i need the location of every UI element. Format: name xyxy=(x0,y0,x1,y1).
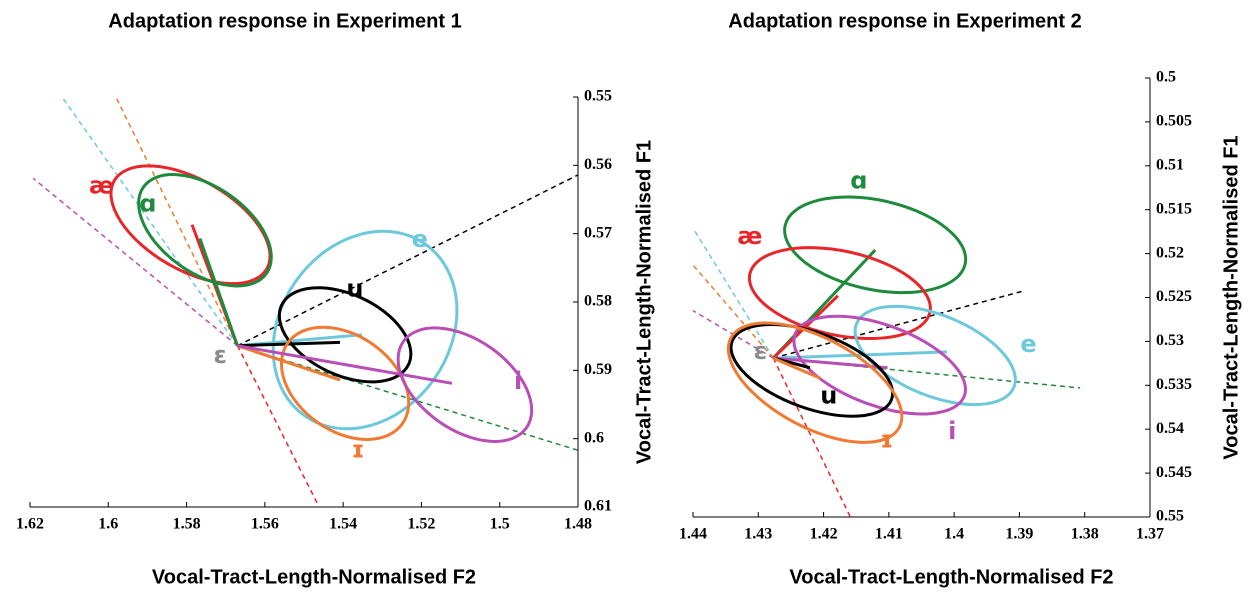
shift-vector xyxy=(773,350,948,360)
y-tick-label: 0.55 xyxy=(584,88,612,105)
dashed-line xyxy=(236,345,319,506)
vowel-ellipse xyxy=(271,229,459,431)
x-tick-label: 1.43 xyxy=(744,526,772,543)
vowel-label: e xyxy=(1020,330,1036,358)
vowel-ellipse xyxy=(783,195,968,295)
y-tick-label: 0.54 xyxy=(1156,420,1184,437)
y-tick-label: 0.55 xyxy=(1156,508,1184,525)
x-tick-label: 1.5 xyxy=(490,516,510,533)
x-tick-label: 1.56 xyxy=(251,516,279,533)
x-tick-label: 1.54 xyxy=(329,516,357,533)
x-tick-label: 1.42 xyxy=(810,526,838,543)
x-tick-label: 1.44 xyxy=(679,526,707,543)
shift-vector xyxy=(772,356,821,380)
y-tick-label: 0.56 xyxy=(584,156,612,173)
dashed-line xyxy=(32,177,238,347)
dashed-line xyxy=(692,264,774,359)
y-tick-label: 0.515 xyxy=(1156,200,1192,217)
shift-vector xyxy=(198,237,239,347)
x-tick-label: 1.52 xyxy=(407,516,435,533)
vowel-label: æ xyxy=(737,222,762,250)
vowel-ellipse xyxy=(279,325,411,441)
x-tick-label: 1.39 xyxy=(1005,526,1033,543)
x-tick-label: 1.38 xyxy=(1071,526,1099,543)
x-axis-label: Vocal-Tract-Length-Normalised F2 xyxy=(152,566,476,588)
y-tick-label: 0.505 xyxy=(1156,113,1192,130)
vowel-label: i xyxy=(948,417,956,445)
dashed-line xyxy=(773,357,1081,389)
vowel-ellipse xyxy=(792,314,967,416)
y-tick-label: 0.58 xyxy=(584,293,612,310)
vowel-ellipse xyxy=(396,326,534,443)
x-tick-label: 1.37 xyxy=(1136,526,1164,543)
y-tick-label: 0.57 xyxy=(584,224,612,241)
chart-title: Adaptation response in Experiment 1 xyxy=(108,10,461,32)
y-tick-label: 0.545 xyxy=(1156,464,1192,481)
y-tick-label: 0.52 xyxy=(1156,244,1184,261)
vowel-label: e xyxy=(412,225,428,253)
vowel-label: ɪ xyxy=(351,435,364,463)
y-axis-label: Vocal-Tract-Length-Normalised F1 xyxy=(633,140,655,464)
shift-vector xyxy=(236,344,341,382)
y-axis-label: Vocal-Tract-Length-Normalised F1 xyxy=(1220,135,1242,459)
dashed-line xyxy=(237,174,579,347)
vowel-label: ɛ xyxy=(754,337,767,365)
shift-vector xyxy=(237,344,453,385)
vowel-ellipse xyxy=(277,286,413,384)
vowel-label: ɛ xyxy=(214,341,227,369)
shift-vector xyxy=(772,294,839,360)
y-tick-label: 0.5 xyxy=(1156,69,1176,86)
x-tick-label: 1.62 xyxy=(16,516,44,533)
y-tick-label: 0.61 xyxy=(584,498,612,515)
y-tick-label: 0.535 xyxy=(1156,376,1192,393)
vowel-label: æ xyxy=(89,172,114,200)
y-tick-label: 0.51 xyxy=(1156,156,1184,173)
x-tick-label: 1.6 xyxy=(98,516,118,533)
vowel-label: u xyxy=(346,275,363,303)
vowel-label: ɪ xyxy=(880,426,893,454)
dashed-line xyxy=(772,357,852,518)
y-tick-label: 0.59 xyxy=(584,361,612,378)
vowel-ellipse xyxy=(729,323,895,418)
dashed-line xyxy=(61,96,239,347)
vowel-label: u xyxy=(820,382,837,410)
dashed-line xyxy=(692,227,774,359)
dashed-line xyxy=(773,289,1026,359)
x-tick-label: 1.4 xyxy=(944,526,964,543)
y-tick-label: 0.6 xyxy=(584,429,604,446)
y-tick-label: 0.53 xyxy=(1156,332,1184,349)
vowel-label: i xyxy=(514,367,522,395)
chart-title: Adaptation response in Experiment 2 xyxy=(728,10,1081,32)
vowel-label: ɑ xyxy=(139,189,156,217)
y-tick-label: 0.525 xyxy=(1156,288,1192,305)
x-axis-label: Vocal-Tract-Length-Normalised F2 xyxy=(789,566,1113,588)
x-tick-label: 1.48 xyxy=(564,516,592,533)
vowel-label: ɑ xyxy=(850,167,867,195)
x-tick-label: 1.58 xyxy=(173,516,201,533)
x-tick-label: 1.41 xyxy=(875,526,903,543)
vowel-ellipse xyxy=(853,304,1017,407)
dashed-line xyxy=(114,94,239,347)
vowel-ellipse xyxy=(137,173,273,288)
vowel-ellipse xyxy=(726,321,904,444)
